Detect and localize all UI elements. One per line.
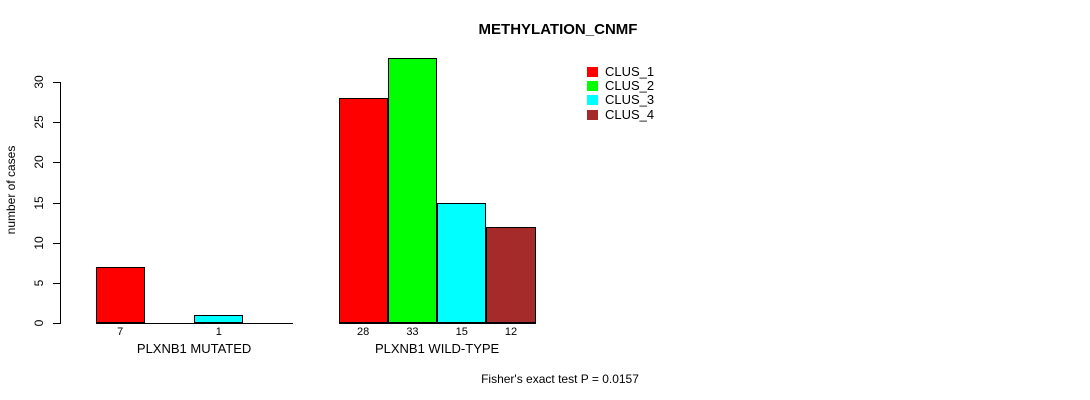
legend-label: CLUS_3 [605,92,655,108]
legend-swatch-clus_3 [587,95,598,106]
legend-item-clus_3: CLUS_3 [587,92,655,108]
legend-swatch-clus_4 [587,109,598,120]
bar-clus_2-group2 [387,57,438,323]
legend-swatch-clus_1 [587,66,598,77]
y-tick-label: 30 [32,75,46,89]
y-tick-label: 15 [32,195,46,210]
bar-clus_3-group2 [437,202,487,323]
bar-value-label: 33 [406,326,419,338]
x-category-label: PLXNB1 MUTATED [136,341,252,356]
legend-swatch-clus_2 [587,80,598,91]
y-axis-tick [52,82,60,83]
y-tick-label: 25 [32,115,46,129]
fisher-test-annotation: Fisher's exact test P = 0.0157 [481,372,639,386]
bar-value-label: 7 [117,326,124,338]
legend-item-clus_1: CLUS_1 [587,63,655,79]
x-category-label: PLXNB1 WILD-TYPE [374,341,500,356]
y-axis-line [59,82,61,324]
legend-label: CLUS_2 [605,77,655,93]
y-axis-tick [52,202,60,204]
bar-value-label: 15 [455,326,468,338]
y-tick-label: 10 [32,235,46,250]
chart-title: METHYLATION_CNMF [478,21,638,38]
bar-value-label: 12 [504,326,518,338]
x-axis-baseline [338,323,536,324]
legend-label: CLUS_1 [605,63,655,79]
bar-clus_3-group1 [194,314,244,323]
bar-clus_1-group1 [95,266,145,323]
y-axis-tick [52,122,60,124]
y-axis-tick [52,242,60,244]
y-tick-label: 20 [32,155,46,170]
bar-value-label: 1 [215,326,222,338]
bar-value-label: 28 [357,326,370,338]
y-tick-label: 5 [32,279,46,287]
y-axis-tick [52,323,60,324]
y-axis-tick [52,162,60,164]
y-axis-tick [52,282,60,284]
bar-clus_4-group2 [486,226,536,323]
y-tick-label: 0 [32,319,46,327]
legend-item-clus_2: CLUS_2 [587,77,655,93]
x-axis-baseline [95,323,293,324]
bar-clus_1-group2 [338,98,388,323]
legend-item-clus_4: CLUS_4 [587,106,655,122]
legend-label: CLUS_4 [605,106,655,122]
